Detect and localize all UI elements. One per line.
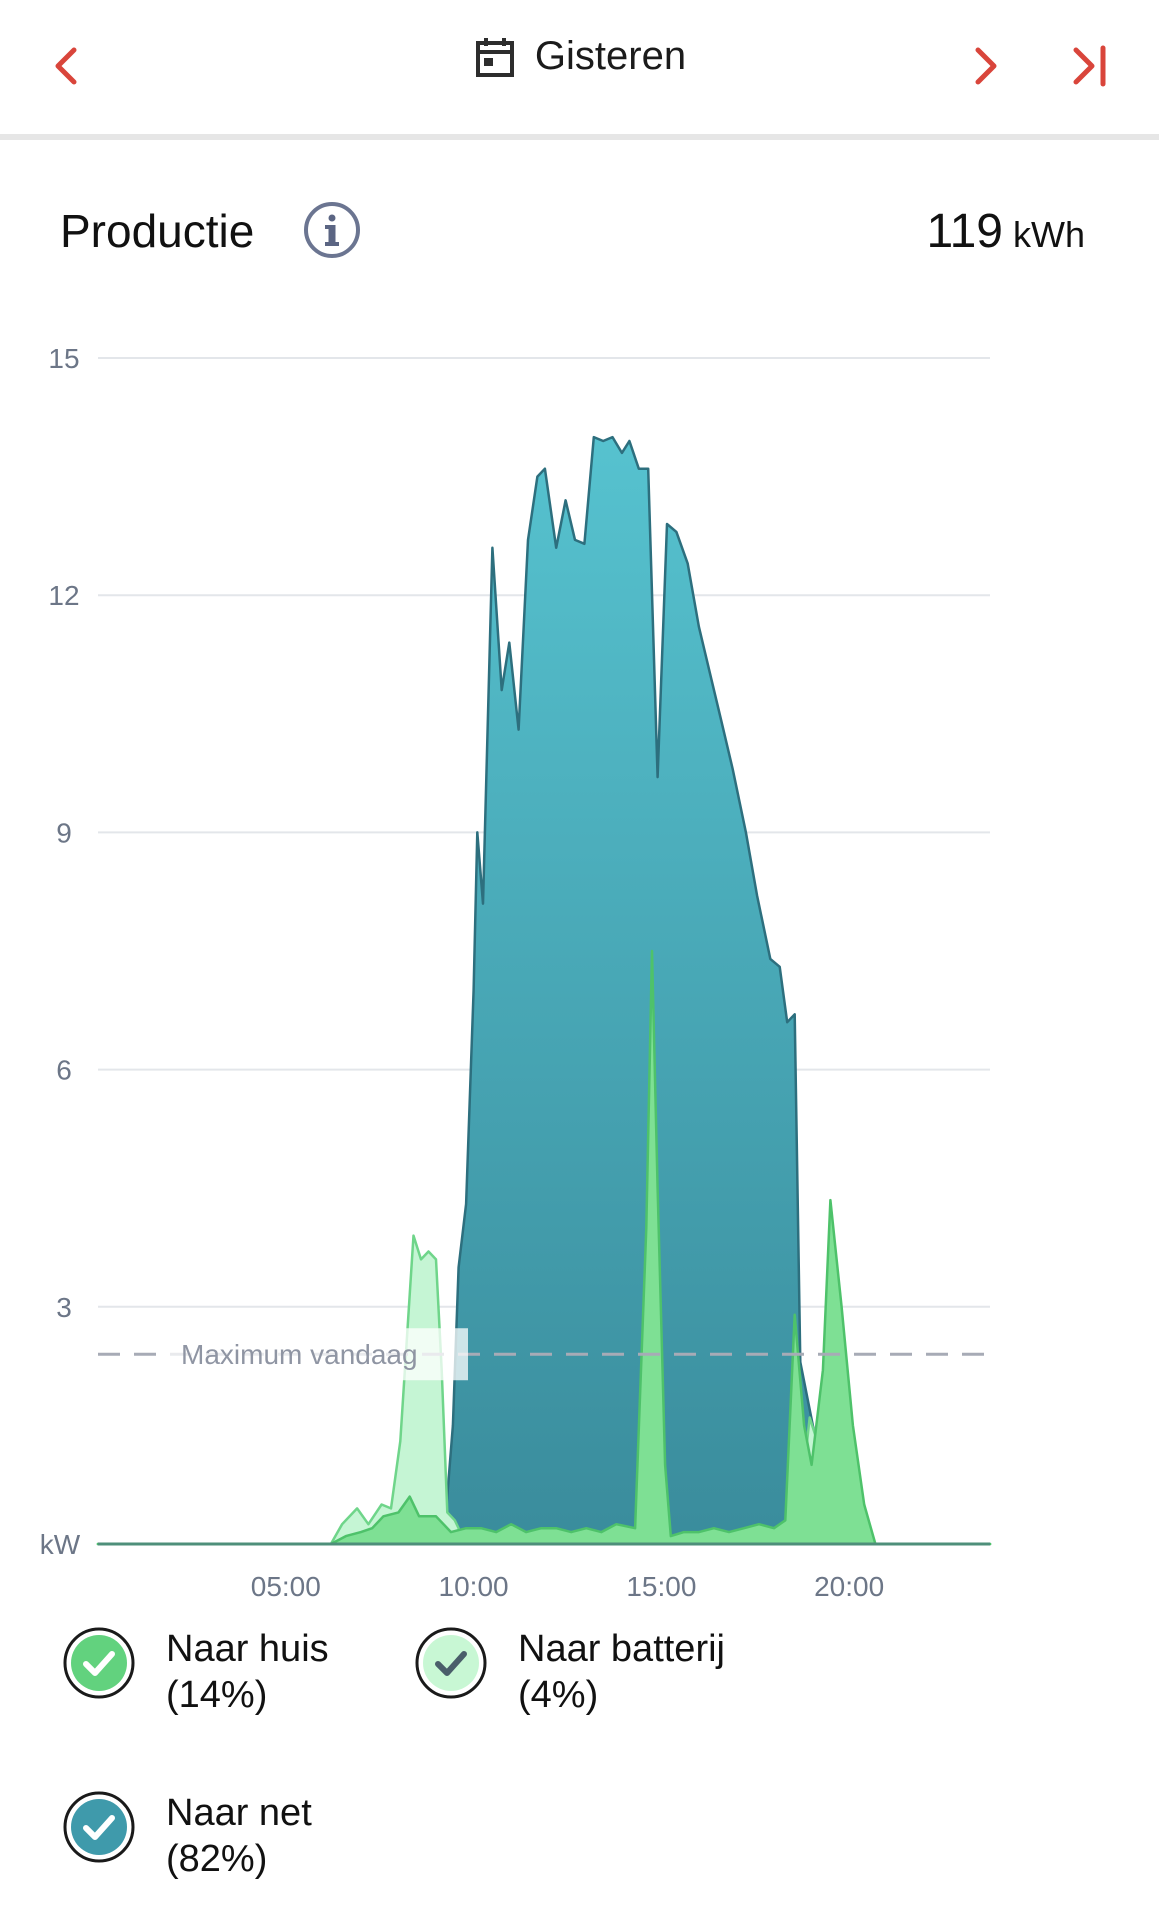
info-button[interactable] bbox=[302, 200, 362, 260]
chevron-left-icon bbox=[55, 47, 77, 85]
check-circle-icon bbox=[63, 1791, 135, 1863]
legend-item-naar-huis[interactable]: Naar huis (14%) bbox=[62, 1626, 329, 1718]
total-value: 119 bbox=[926, 205, 1003, 258]
legend-percent: (82%) bbox=[166, 1838, 268, 1880]
series-area-naar-huis bbox=[96, 949, 992, 1546]
info-icon bbox=[304, 202, 360, 258]
check-circle-icon bbox=[63, 1627, 135, 1699]
previous-day-button[interactable] bbox=[36, 36, 96, 96]
y-tick-label: 3 bbox=[56, 1292, 72, 1323]
legend-label: Naar huis bbox=[166, 1628, 329, 1670]
top-bar: Gisteren bbox=[0, 0, 1159, 140]
legend: Naar huis (14%) Naar batterij (4%) Naar … bbox=[0, 1620, 1159, 1920]
legend-text: Naar net (82%) bbox=[166, 1790, 312, 1882]
production-chart: 15 12 9 6 3 kW 05:00 10:00 15:00 20:00 Maximum van… bbox=[40, 343, 992, 1602]
skip-to-end-icon bbox=[1073, 45, 1106, 87]
total-production: 119 kWh bbox=[926, 204, 1085, 259]
legend-percent: (14%) bbox=[166, 1674, 268, 1716]
header-divider bbox=[0, 134, 1159, 140]
date-selector[interactable]: Gisteren bbox=[0, 34, 1159, 79]
y-tick-label: 15 bbox=[48, 343, 79, 374]
date-label: Gisteren bbox=[534, 34, 687, 78]
legend-item-naar-batterij[interactable]: Naar batterij (4%) bbox=[414, 1626, 725, 1718]
max-today-label: Maximum vandaag bbox=[181, 1339, 418, 1370]
next-day-button[interactable] bbox=[956, 36, 1016, 96]
chevron-right-icon bbox=[975, 47, 997, 85]
x-tick-label: 20:00 bbox=[814, 1571, 884, 1602]
y-tick-label: 6 bbox=[56, 1055, 72, 1086]
legend-item-naar-net[interactable]: Naar net (82%) bbox=[62, 1790, 312, 1882]
total-unit: kWh bbox=[1013, 214, 1085, 255]
legend-label: Naar net bbox=[166, 1792, 312, 1834]
legend-text: Naar huis (14%) bbox=[166, 1626, 329, 1718]
y-tick-label: 12 bbox=[48, 580, 79, 611]
x-tick-label: 15:00 bbox=[626, 1571, 696, 1602]
max-today-label-bg bbox=[170, 1328, 468, 1381]
legend-text: Naar batterij (4%) bbox=[518, 1626, 725, 1718]
calendar-icon bbox=[475, 37, 514, 77]
series-area-naar-net bbox=[96, 435, 992, 1546]
jump-to-today-button[interactable] bbox=[1060, 36, 1120, 96]
x-tick-label: 10:00 bbox=[439, 1571, 509, 1602]
legend-label: Naar batterij bbox=[518, 1628, 725, 1670]
check-circle-icon bbox=[415, 1627, 487, 1699]
legend-percent: (4%) bbox=[518, 1674, 599, 1716]
section-title: Productie bbox=[60, 205, 255, 257]
y-unit-label: kW bbox=[40, 1529, 81, 1560]
y-tick-label: 9 bbox=[56, 817, 72, 848]
x-tick-label: 05:00 bbox=[251, 1571, 321, 1602]
